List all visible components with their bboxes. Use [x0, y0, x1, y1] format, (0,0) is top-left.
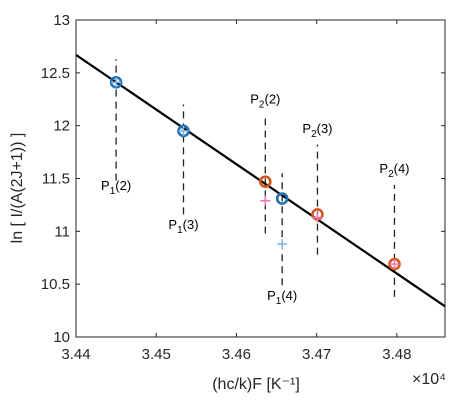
y-tick-label-2: 11 [54, 223, 70, 240]
series-3-point-1 [312, 212, 323, 223]
annotation-subscript: 1 [276, 296, 282, 307]
y-tick-label-0: 10 [53, 329, 70, 346]
annotation-label-1: P1(3) [168, 217, 198, 236]
x-tick-label-0: 3.44 [61, 346, 90, 363]
plot-area [76, 53, 445, 308]
series-2-point-1 [178, 125, 189, 136]
annotation-subscript: 2 [388, 169, 394, 180]
annotation-main: P [302, 121, 311, 136]
y-tick-label-6: 13 [53, 12, 70, 29]
annotation-label-5: P1(4) [267, 288, 297, 307]
annotation-main: P [168, 217, 177, 232]
annotation-label-2: P2(2) [250, 91, 280, 110]
y-tick-label-3: 11.5 [42, 171, 70, 188]
annotation-label-0: P1(2) [101, 178, 131, 197]
annotation-rest: (4) [394, 161, 410, 176]
x-axis-title: (hc/k)F [K⁻¹] [212, 376, 300, 393]
annotation-subscript: 2 [311, 129, 317, 140]
y-axis-title: ln [ I/(A(2J+1)) ] [9, 133, 26, 244]
annotation-main: P [101, 178, 110, 193]
annotation-main: P [250, 91, 259, 106]
series-3-point-2 [389, 259, 400, 270]
x-tick-label-2: 3.46 [222, 346, 251, 363]
annotation-label-3: P2(3) [302, 121, 332, 140]
annotation-rest: (4) [281, 288, 297, 303]
x-tick-label-4: 3.48 [382, 346, 411, 363]
x-tick-label-1: 3.45 [142, 346, 171, 363]
series-0-point-2 [275, 192, 289, 205]
annotation-subscript: 1 [177, 225, 183, 236]
annotation-subscript: 1 [110, 186, 116, 197]
annotation-subscript: 2 [259, 99, 265, 110]
y-tick-label-4: 12 [53, 118, 70, 135]
annotation-rest: (2) [264, 91, 280, 106]
y-tick-label-1: 10.5 [41, 276, 70, 293]
series-3-point-0 [260, 195, 271, 206]
x-tick-label-3: 3.47 [302, 346, 331, 363]
annotation-main: P [379, 161, 388, 176]
annotation-main: P [267, 288, 276, 303]
annotation-rest: (3) [317, 121, 333, 136]
series-1-point-0 [259, 175, 272, 188]
annotation-rest: (2) [115, 178, 131, 193]
x-axis-exponent: ×10⁴ [412, 371, 446, 388]
series-2-point-2 [277, 239, 288, 250]
annotations: P1(2)P1(3)P2(2)P2(3)P2(4)P1(4) [101, 91, 409, 307]
annotation-rest: (3) [183, 217, 199, 232]
series-2-point-0 [111, 77, 122, 88]
annotation-label-4: P2(4) [379, 161, 409, 180]
y-tick-label-5: 12.5 [41, 65, 70, 82]
